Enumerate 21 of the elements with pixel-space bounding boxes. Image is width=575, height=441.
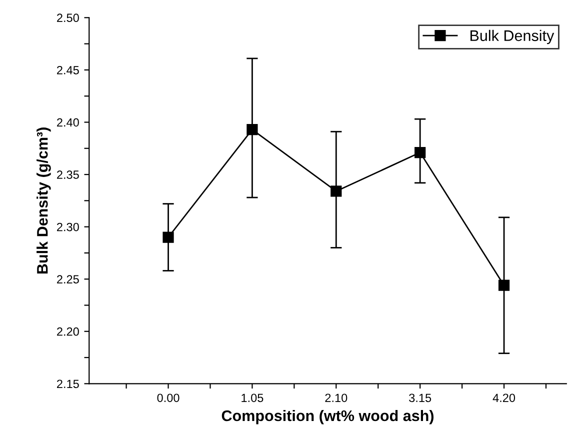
y-tick-label: 2.15 [57,380,79,388]
point [414,146,426,158]
legend-label: Bulk Density [470,30,554,44]
x-axis-title: Composition (wt% wood ash) [222,410,434,424]
y-axis-title: Bulk Density (g/cm³) [36,128,51,274]
y-tick-label: 2.35 [57,170,79,179]
y-tick-label: 2.50 [57,14,79,22]
y-tick-label: 2.30 [57,222,79,232]
point [330,186,342,197]
y-tick-label: 2.20 [57,327,79,336]
x-tick-label: 3.15 [409,394,432,402]
y-tick-label: 2.45 [57,66,79,74]
point [498,280,510,291]
x-tick-label: 0.00 [157,394,180,402]
x-tick-label: 2.10 [325,394,348,402]
y-tick-label: 2.40 [57,118,79,127]
x-tick-label: 1.05 [242,394,264,402]
y-tick-label: 2.25 [57,275,79,284]
x-tick-label: 4.20 [492,394,516,402]
point [162,232,174,243]
point [246,124,258,136]
